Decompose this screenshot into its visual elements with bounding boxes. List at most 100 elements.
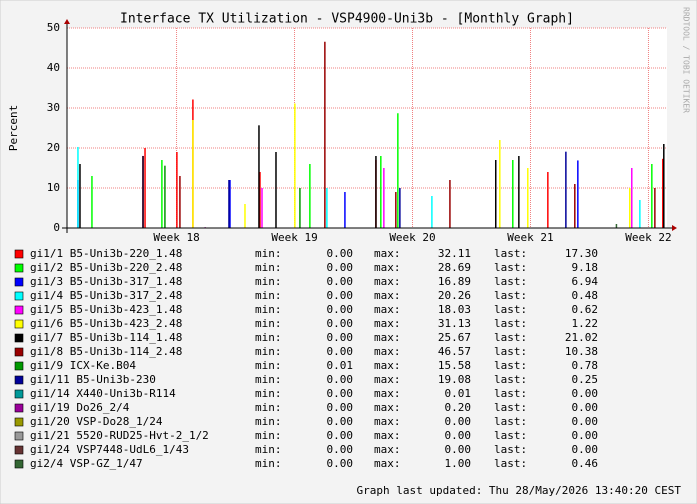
legend-name: gi1/11 B5-Uni3b-230: [30, 373, 156, 386]
stat-value: 16.89: [438, 275, 471, 288]
stat-value: 10.38: [565, 345, 598, 358]
stat-label: min:: [255, 275, 282, 288]
stat-label: last:: [494, 261, 527, 274]
stat-value: 0.01: [327, 359, 354, 372]
stat-label: min:: [255, 247, 282, 260]
stat-label: min:: [255, 373, 282, 386]
stat-label: max:: [374, 457, 401, 470]
stat-value: 0.00: [327, 345, 354, 358]
legend-name: gi1/4 B5-Uni3b-317_2.48: [30, 289, 182, 302]
stat-label: max:: [374, 401, 401, 414]
stat-label: max:: [374, 303, 401, 316]
stat-value: 18.03: [438, 303, 471, 316]
stat-value: 1.00: [445, 457, 472, 470]
stat-value: 0.46: [572, 457, 599, 470]
legend-swatch: [14, 389, 24, 399]
x-arrow: [672, 225, 677, 231]
stat-value: 0.00: [572, 429, 599, 442]
stat-label: min:: [255, 429, 282, 442]
stat-label: min:: [255, 331, 282, 344]
stat-label: max:: [374, 275, 401, 288]
stat-value: 0.00: [327, 331, 354, 344]
chart-title: Interface TX Utilization - VSP4900-Uni3b…: [120, 12, 574, 27]
legend-swatch: [14, 361, 24, 371]
stat-label: max:: [374, 359, 401, 372]
y-tick-label: 0: [53, 221, 60, 234]
stat-label: min:: [255, 415, 282, 428]
stat-value: 0.48: [572, 289, 599, 302]
x-tick-label: Week 18: [153, 231, 199, 244]
x-tick-label: Week 19: [271, 231, 317, 244]
legend-swatch: [14, 333, 24, 343]
stat-label: last:: [494, 359, 527, 372]
watermark: RRDTOOL / TOBI OETIKER: [682, 7, 691, 113]
y-axis-label: Percent: [7, 105, 20, 151]
stat-label: max:: [374, 317, 401, 330]
stat-value: 0.00: [572, 443, 599, 456]
stat-value: 19.08: [438, 373, 471, 386]
stat-label: min:: [255, 401, 282, 414]
legend-name: gi1/2 B5-Uni3b-220_2.48: [30, 261, 182, 274]
x-tick-label: Week 22: [625, 231, 671, 244]
legend-swatch: [14, 291, 24, 301]
stat-value: 0.62: [572, 303, 599, 316]
stat-label: last:: [494, 415, 527, 428]
stat-value: 0.78: [572, 359, 599, 372]
marks: [77, 41, 665, 228]
stat-value: 0.00: [327, 443, 354, 456]
x-tick-label: Week 20: [389, 231, 435, 244]
stat-value: 0.00: [327, 317, 354, 330]
stat-value: 6.94: [572, 275, 599, 288]
stat-value: 21.02: [565, 331, 598, 344]
legend-name: gi1/7 B5-Uni3b-114_1.48: [30, 331, 182, 344]
y-arrow: [64, 19, 70, 24]
y-tick-label: 20: [47, 141, 60, 154]
stat-value: 0.20: [445, 401, 472, 414]
legend-name: gi1/20 VSP-Do28_1/24: [30, 415, 163, 428]
y-tick-label: 10: [47, 181, 60, 194]
stat-value: 0.00: [327, 415, 354, 428]
legend-swatch: [14, 445, 24, 455]
stat-label: last:: [494, 387, 527, 400]
legend-name: gi1/8 B5-Uni3b-114_2.48: [30, 345, 182, 358]
y-tick-label: 30: [47, 101, 60, 114]
y-tick-label: 40: [47, 61, 60, 74]
stat-label: min:: [255, 345, 282, 358]
legend-swatch: [14, 263, 24, 273]
stat-label: min:: [255, 317, 282, 330]
stat-value: 15.58: [438, 359, 471, 372]
legend-swatch: [14, 431, 24, 441]
y-tick-label: 50: [47, 21, 60, 34]
stat-label: min:: [255, 289, 282, 302]
axes: [62, 19, 677, 233]
legend-swatch: [14, 375, 24, 385]
stat-label: last:: [494, 401, 527, 414]
stat-value: 0.00: [445, 443, 472, 456]
stat-label: min:: [255, 457, 282, 470]
stat-label: last:: [494, 443, 527, 456]
legend-name: gi1/6 B5-Uni3b-423_2.48: [30, 317, 182, 330]
stat-value: 9.18: [572, 261, 599, 274]
stat-label: max:: [374, 345, 401, 358]
stat-label: max:: [374, 289, 401, 302]
stat-value: 25.67: [438, 331, 471, 344]
stat-label: max:: [374, 387, 401, 400]
legend-swatch: [14, 347, 24, 357]
legend-name: gi1/21 5520-RUD25-Hvt-2_1/2: [30, 429, 209, 442]
stat-label: last:: [494, 373, 527, 386]
legend-swatch: [14, 319, 24, 329]
legend-swatch: [14, 305, 24, 315]
x-tick-label: Week 21: [507, 231, 553, 244]
stat-label: last:: [494, 457, 527, 470]
stat-value: 0.00: [327, 387, 354, 400]
stat-value: 0.00: [327, 457, 354, 470]
stat-value: 0.00: [572, 401, 599, 414]
stat-label: max:: [374, 373, 401, 386]
stat-value: 0.00: [327, 247, 354, 260]
stat-label: max:: [374, 443, 401, 456]
stat-value: 0.00: [445, 429, 472, 442]
stat-value: 20.26: [438, 289, 471, 302]
stat-value: 0.01: [445, 387, 472, 400]
stat-value: 28.69: [438, 261, 471, 274]
